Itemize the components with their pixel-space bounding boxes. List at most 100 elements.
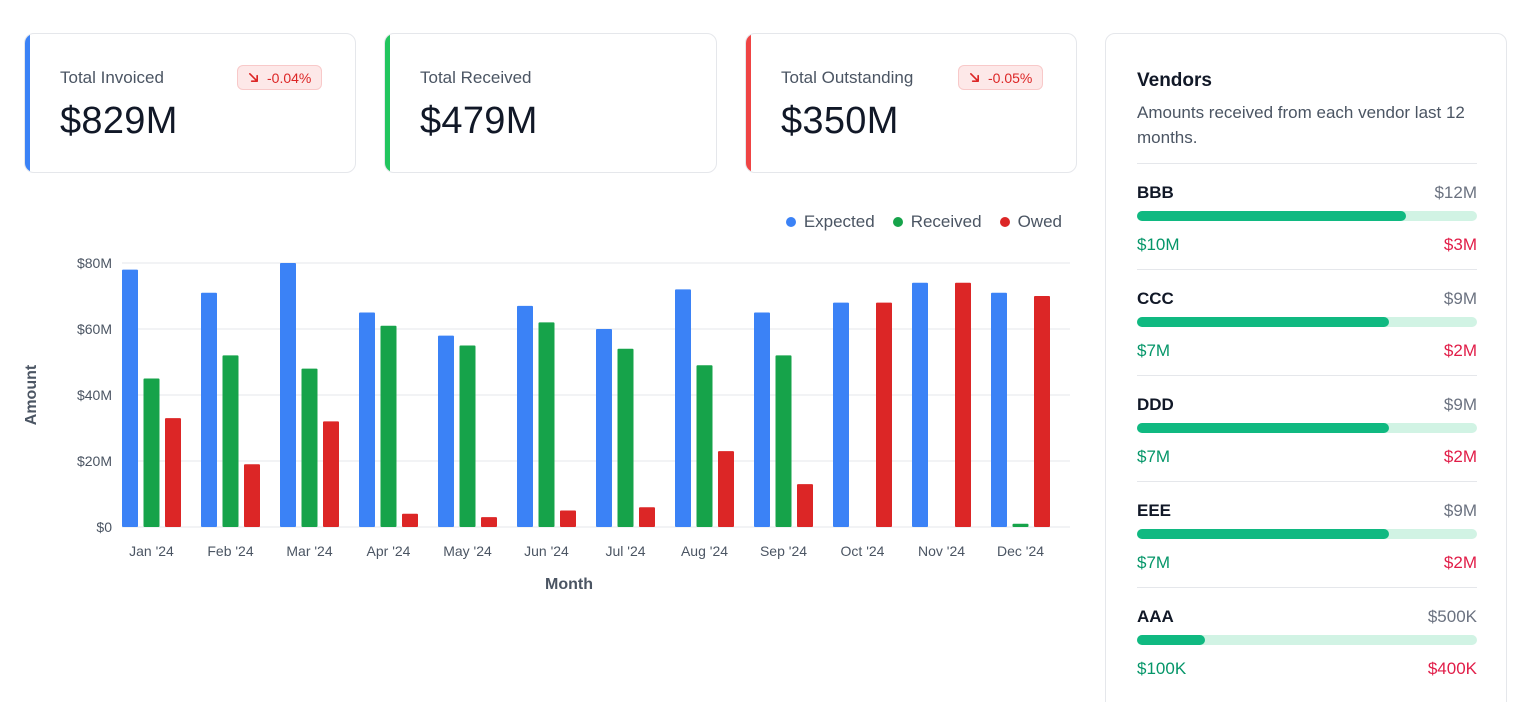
- y-tick-label: $60M: [77, 321, 112, 337]
- bar-owed: [718, 451, 734, 527]
- legend-item-received[interactable]: Received: [892, 212, 982, 232]
- bar-owed: [481, 517, 497, 527]
- vendor-received: $7M: [1137, 447, 1171, 466]
- bar-received: [696, 365, 713, 527]
- bar-received: [143, 378, 160, 527]
- legend-item-owed[interactable]: Owed: [999, 212, 1062, 232]
- legend-dot-received: [892, 217, 903, 227]
- kpi-value: $479M: [420, 100, 538, 142]
- x-tick-label: Sep '24: [760, 543, 807, 559]
- bar-owed: [876, 302, 892, 527]
- bar-owed: [560, 510, 576, 527]
- legend-label: Received: [910, 212, 982, 231]
- vendor-total: $9M: [1443, 289, 1477, 308]
- bar-received: [222, 355, 239, 527]
- vendor-name: BBB: [1137, 183, 1174, 202]
- bar-received: [301, 368, 318, 527]
- bar-expected: [754, 312, 770, 527]
- vendor-progress-track: [1137, 211, 1477, 221]
- x-tick-label: Nov '24: [918, 543, 965, 559]
- monthly-amounts-chart: $0 $20M $40M $60M $80M Jan '24 Feb '24 Mar '24 A…: [20, 200, 1080, 600]
- kpi-label: Total Outstanding: [781, 68, 914, 87]
- bar-expected: [438, 335, 454, 527]
- bar-expected: [675, 289, 691, 527]
- x-tick-label: Jan '24: [129, 543, 174, 559]
- bar-received: [775, 355, 792, 527]
- bar-owed: [402, 513, 418, 527]
- bar-owed: [797, 484, 813, 527]
- vendor-total: $9M: [1443, 395, 1477, 414]
- bar-owed: [955, 282, 971, 527]
- vendor-received: $7M: [1137, 341, 1171, 360]
- vendor-owed: $2M: [1443, 341, 1477, 360]
- x-tick-label: Feb '24: [207, 543, 253, 559]
- bar-owed: [244, 464, 260, 527]
- kpi-value: $350M: [781, 100, 899, 142]
- bar-expected: [912, 282, 928, 527]
- bar-received: [617, 348, 634, 527]
- kpi-change-badge: -0.05%: [958, 65, 1044, 90]
- vendor-row: DDD $9M $7M $2M: [1137, 375, 1477, 481]
- vendor-progress-fill: [1137, 529, 1389, 539]
- legend-label: Owed: [1017, 212, 1062, 231]
- x-tick-label: Aug '24: [681, 543, 728, 559]
- x-tick-label: Apr '24: [367, 543, 411, 559]
- bar-expected: [122, 269, 138, 527]
- bar-owed: [165, 418, 181, 527]
- vendor-name: DDD: [1137, 395, 1174, 414]
- kpi-change-text: -0.04%: [267, 69, 312, 86]
- bar-received: [538, 322, 555, 527]
- vendor-received: $100K: [1137, 659, 1187, 678]
- kpi-label: Total Invoiced: [60, 68, 164, 87]
- x-axis-title: Month: [545, 576, 593, 593]
- vendor-progress-track: [1137, 529, 1477, 539]
- vendor-name: AAA: [1137, 607, 1174, 626]
- vendor-owed: $400K: [1427, 659, 1477, 678]
- y-axis-title: Amount: [23, 364, 40, 425]
- y-tick-label: $80M: [77, 255, 112, 271]
- vendor-received: $10M: [1137, 235, 1180, 254]
- x-tick-label: Jun '24: [524, 543, 569, 559]
- kpi-accent-bar: [746, 34, 751, 172]
- bar-received: [1012, 523, 1029, 527]
- x-tick-label: Dec '24: [997, 543, 1044, 559]
- kpi-change-badge: -0.04%: [237, 65, 323, 90]
- kpi-card-total-invoiced: Total Invoiced $829M -0.04%: [24, 33, 356, 173]
- arrow-down-right-icon: [249, 73, 258, 82]
- vendor-name: EEE: [1137, 501, 1172, 520]
- chart-legend: Expected Received Owed: [785, 212, 1062, 232]
- vendor-total: $500K: [1427, 607, 1477, 626]
- bar-expected: [280, 263, 296, 527]
- x-tick-label: Oct '24: [841, 543, 885, 559]
- vendor-total: $9M: [1443, 501, 1477, 520]
- legend-item-expected[interactable]: Expected: [785, 212, 875, 232]
- vendors-panel: Vendors Amounts received from each vendo…: [1105, 33, 1507, 702]
- legend-label: Expected: [803, 212, 875, 231]
- bar-owed: [323, 421, 339, 527]
- bar-expected: [833, 302, 849, 527]
- vendor-row: AAA $500K $100K $400K: [1137, 587, 1477, 693]
- bar-received: [459, 345, 476, 527]
- bar-owed: [639, 507, 655, 527]
- bar-expected: [517, 305, 533, 527]
- vendor-progress-track: [1137, 635, 1477, 645]
- vendor-owed: $3M: [1443, 235, 1477, 254]
- kpi-change-text: -0.05%: [988, 69, 1033, 86]
- legend-dot-expected: [785, 217, 796, 227]
- x-tick-label: Jul '24: [605, 543, 645, 559]
- vendor-progress-fill: [1137, 635, 1205, 645]
- y-tick-label: $40M: [77, 387, 112, 403]
- vendors-title: Vendors: [1137, 70, 1212, 91]
- vendor-row: CCC $9M $7M $2M: [1137, 269, 1477, 375]
- bar-expected: [359, 312, 375, 527]
- bar-expected: [991, 292, 1007, 527]
- kpi-value: $829M: [60, 100, 178, 142]
- legend-dot-owed: [999, 217, 1010, 227]
- kpi-card-total-received: Total Received $479M: [384, 33, 717, 173]
- vendor-progress-fill: [1137, 423, 1389, 433]
- kpi-card-total-outstanding: Total Outstanding $350M -0.05%: [745, 33, 1077, 173]
- bar-received: [380, 325, 397, 527]
- bar-expected: [596, 329, 612, 527]
- kpi-accent-bar: [25, 34, 30, 172]
- vendor-progress-track: [1137, 423, 1477, 433]
